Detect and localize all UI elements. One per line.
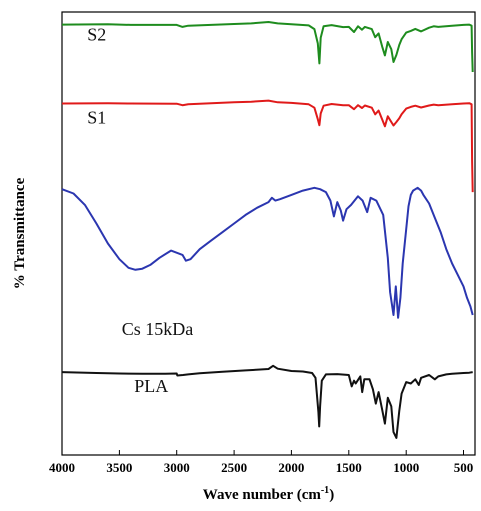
x-tick-label: 4000 <box>49 460 75 475</box>
series-line-s1 <box>61 99 474 193</box>
plot-frame <box>61 11 476 456</box>
series-line-pla <box>61 364 473 439</box>
series-label-s2: S2 <box>87 25 106 45</box>
x-tick-label: 2000 <box>278 460 304 475</box>
x-tick-label: 1000 <box>393 460 419 475</box>
x-axis-ticks: 4000 3500 3000 2500 2000 1500 1000 500 <box>49 450 473 475</box>
x-tick-label: 1500 <box>336 460 362 475</box>
x-axis-label: Wave number (cm-1) <box>203 485 334 503</box>
series-line-s2 <box>61 21 474 73</box>
series-label-cs-15kda: Cs 15kDa <box>122 319 194 339</box>
x-tick-label: 500 <box>454 460 474 475</box>
series-label-pla: PLA <box>134 376 168 396</box>
series-labels: S2 S1 Cs 15kDa PLA <box>87 25 193 397</box>
series-layer <box>61 21 474 439</box>
y-axis-label: % Transmittance <box>12 177 28 289</box>
series-line-cs-15kda <box>61 186 474 319</box>
x-tick-label: 3500 <box>106 460 132 475</box>
x-tick-label: 2500 <box>221 460 247 475</box>
x-tick-label: 3000 <box>164 460 190 475</box>
series-label-s1: S1 <box>87 108 106 128</box>
